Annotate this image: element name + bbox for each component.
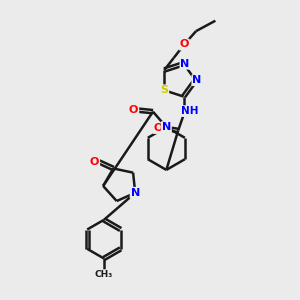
- Text: NH: NH: [182, 106, 199, 116]
- Text: N: N: [192, 75, 202, 85]
- Text: O: O: [90, 157, 99, 167]
- Text: N: N: [130, 188, 140, 198]
- Text: CH₃: CH₃: [95, 270, 113, 279]
- Text: N: N: [162, 122, 171, 132]
- Text: N: N: [180, 59, 190, 69]
- Text: O: O: [129, 105, 138, 115]
- Text: O: O: [154, 123, 163, 133]
- Text: O: O: [179, 40, 189, 50]
- Text: S: S: [160, 85, 168, 95]
